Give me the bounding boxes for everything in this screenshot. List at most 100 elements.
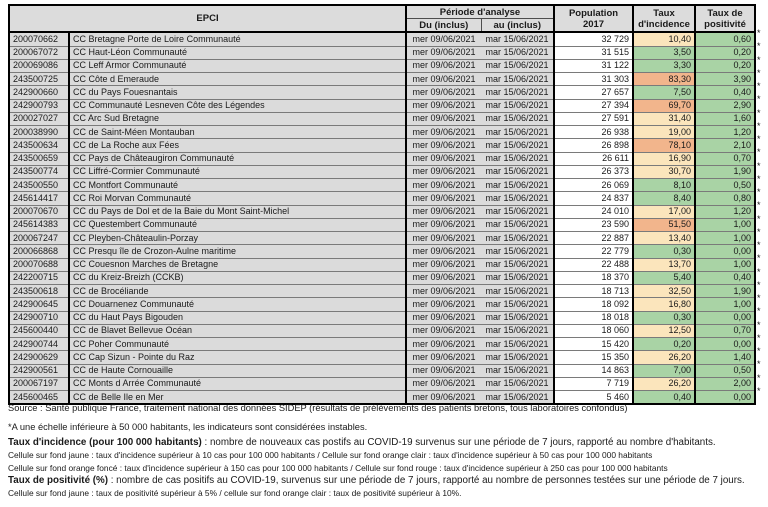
- positivity-cell: 0,00: [694, 390, 756, 405]
- positivity-cell: 1,00: [694, 230, 756, 246]
- date-to-cell: mar 15/06/2021: [481, 217, 555, 233]
- epci-name-cell: CC Pays de Châteaugiron Communauté: [68, 151, 407, 166]
- date-from-cell: mer 09/06/2021: [405, 111, 481, 127]
- epci-name-cell: CC Bretagne Porte de Loire Communauté: [68, 31, 407, 47]
- positivity-cell: 0,80: [694, 191, 756, 206]
- epci-name-cell: CC Haut-Léon Communauté: [68, 45, 407, 60]
- epci-name-cell: CC Montfort Communauté: [68, 177, 407, 193]
- epci-code-cell: 200070670: [8, 204, 70, 219]
- positivity-cell: 0,70: [694, 151, 756, 166]
- positivity-cell: 1,40: [694, 350, 756, 365]
- population-cell: 18 060: [553, 323, 634, 339]
- epci-code-cell: 200067247: [8, 230, 70, 246]
- instability-star: *: [757, 200, 761, 211]
- positivity-definition: Taux de positivité (%) : nombre de cas p…: [8, 475, 764, 486]
- epci-code-cell: 200070688: [8, 257, 70, 272]
- epci-code-cell: 243500774: [8, 164, 70, 180]
- table-row: 200038990 CC de Saint-Méen Montauban mer 0…: [8, 124, 756, 140]
- date-from-cell: mer 09/06/2021: [405, 204, 481, 219]
- incidence-cell: 51,50: [632, 217, 696, 233]
- date-to-cell: mar 15/06/2021: [481, 58, 555, 74]
- date-from-cell: mer 09/06/2021: [405, 390, 481, 405]
- instability-star: *: [757, 160, 761, 171]
- population-header-line1: Population: [568, 7, 619, 19]
- positivite-header-line2: positivité: [704, 18, 746, 30]
- epci-code-cell: 242900793: [8, 98, 70, 113]
- date-from-cell: mer 09/06/2021: [405, 138, 481, 153]
- population-cell: 15 420: [553, 336, 634, 352]
- instability-star: *: [757, 28, 761, 38]
- population-cell: 5 460: [553, 390, 634, 405]
- population-cell: 27 657: [553, 85, 634, 100]
- incidence-cell: 8,10: [632, 177, 696, 193]
- table-row: 243500774 CC Liffré-Cormier Communauté mer…: [8, 164, 756, 180]
- positivity-cell: 0,20: [694, 58, 756, 74]
- incidence-cell: 83,30: [632, 71, 696, 87]
- population-cell: 31 303: [553, 71, 634, 87]
- table-row: 243500618 CC de Brocéliande mer 09/06/2021…: [8, 283, 756, 299]
- table-row: 200066868 CC Presqu île de Crozon-Aulne m…: [8, 244, 756, 259]
- instability-star: *: [757, 81, 761, 91]
- epci-code-cell: 242900710: [8, 310, 70, 325]
- incidence-cell: 3,50: [632, 45, 696, 60]
- column-header-au: au (inclus): [480, 18, 555, 33]
- table-row: 245614383 CC Questembert Communauté mer 09…: [8, 217, 756, 233]
- table-row: 243500659 CC Pays de Châteaugiron Communa…: [8, 151, 756, 166]
- instability-star: *: [757, 319, 761, 330]
- table-row: 242900793 CC Communauté Lesneven Côte des…: [8, 98, 756, 113]
- table-row: 242900710 CC du Haut Pays Bigouden mer 09/…: [8, 310, 756, 325]
- table-row: 242900744 CC Poher Communauté mer 09/06/20…: [8, 336, 756, 352]
- date-to-cell: mar 15/06/2021: [481, 151, 555, 166]
- instability-star: *: [757, 332, 761, 343]
- epci-code-cell: 243500725: [8, 71, 70, 87]
- table-row: 200067072 CC Haut-Léon Communauté mer 09/0…: [8, 45, 756, 60]
- date-to-cell: mar 15/06/2021: [481, 191, 555, 206]
- epci-name-cell: CC Questembert Communauté: [68, 217, 407, 233]
- date-from-cell: mer 09/06/2021: [405, 124, 481, 140]
- column-header-incidence: Taux d'incidence: [632, 4, 696, 33]
- positivity-rule: Cellule sur fond jaune : taux de positiv…: [8, 488, 462, 498]
- instability-star: *: [757, 226, 761, 237]
- instability-star: *: [757, 372, 761, 383]
- epci-code-cell: 200066868: [8, 244, 70, 259]
- instability-star: *: [757, 147, 761, 158]
- date-to-cell: mar 15/06/2021: [481, 230, 555, 246]
- incidence-cell: 0,40: [632, 390, 696, 405]
- date-to-cell: mar 15/06/2021: [481, 204, 555, 219]
- date-to-cell: mar 15/06/2021: [481, 71, 555, 87]
- date-from-cell: mer 09/06/2021: [405, 85, 481, 100]
- date-to-cell: mar 15/06/2021: [481, 376, 555, 392]
- table-row: 245614417 CC Roi Morvan Communauté mer 09/…: [8, 191, 756, 206]
- positivity-cell: 0,50: [694, 177, 756, 193]
- table-row: 200070688 CC Couesnon Marches de Bretagne…: [8, 257, 756, 272]
- epci-name-cell: CC Poher Communauté: [68, 336, 407, 352]
- epci-code-cell: 245614383: [8, 217, 70, 233]
- incidence-cell: 5,40: [632, 270, 696, 286]
- table-row: 242900645 CC Douarnenez Communauté mer 09/…: [8, 297, 756, 312]
- footer-notes: Source : Santé publique France, traiteme…: [8, 403, 764, 501]
- epci-code-cell: 242900645: [8, 297, 70, 312]
- instability-star: *: [757, 187, 761, 197]
- table-row: 200027027 CC Arc Sud Bretagne mer 09/06/20…: [8, 111, 756, 127]
- epci-name-cell: CC de Haute Cornouaille: [68, 363, 407, 378]
- date-from-cell: mer 09/06/2021: [405, 230, 481, 246]
- date-to-cell: mar 15/06/2021: [481, 283, 555, 299]
- epci-code-cell: 200069086: [8, 58, 70, 74]
- instability-star: *: [757, 134, 761, 144]
- instability-star: *: [757, 120, 761, 131]
- epci-code-cell: 243500659: [8, 151, 70, 166]
- population-cell: 26 938: [553, 124, 634, 140]
- epci-name-cell: CC Presqu île de Crozon-Aulne maritime: [68, 244, 407, 259]
- positivity-cell: 1,90: [694, 283, 756, 299]
- instability-star: *: [757, 240, 761, 250]
- epci-name-cell: CC du Haut Pays Bigouden: [68, 310, 407, 325]
- column-header-periode: Période d'analyse: [404, 4, 555, 20]
- date-to-cell: mar 15/06/2021: [481, 257, 555, 272]
- date-from-cell: mer 09/06/2021: [405, 217, 481, 233]
- epci-name-cell: CC Roi Morvan Communauté: [68, 191, 407, 206]
- scale-note: *A une échelle inférieure à 50 000 habit…: [8, 422, 368, 432]
- instability-star: *: [757, 385, 761, 396]
- incidence-definition-text: : nombre de nouveaux cas postifs au COVI…: [201, 437, 716, 448]
- positivity-cell: 2,00: [694, 376, 756, 392]
- incidence-cell: 78,10: [632, 138, 696, 153]
